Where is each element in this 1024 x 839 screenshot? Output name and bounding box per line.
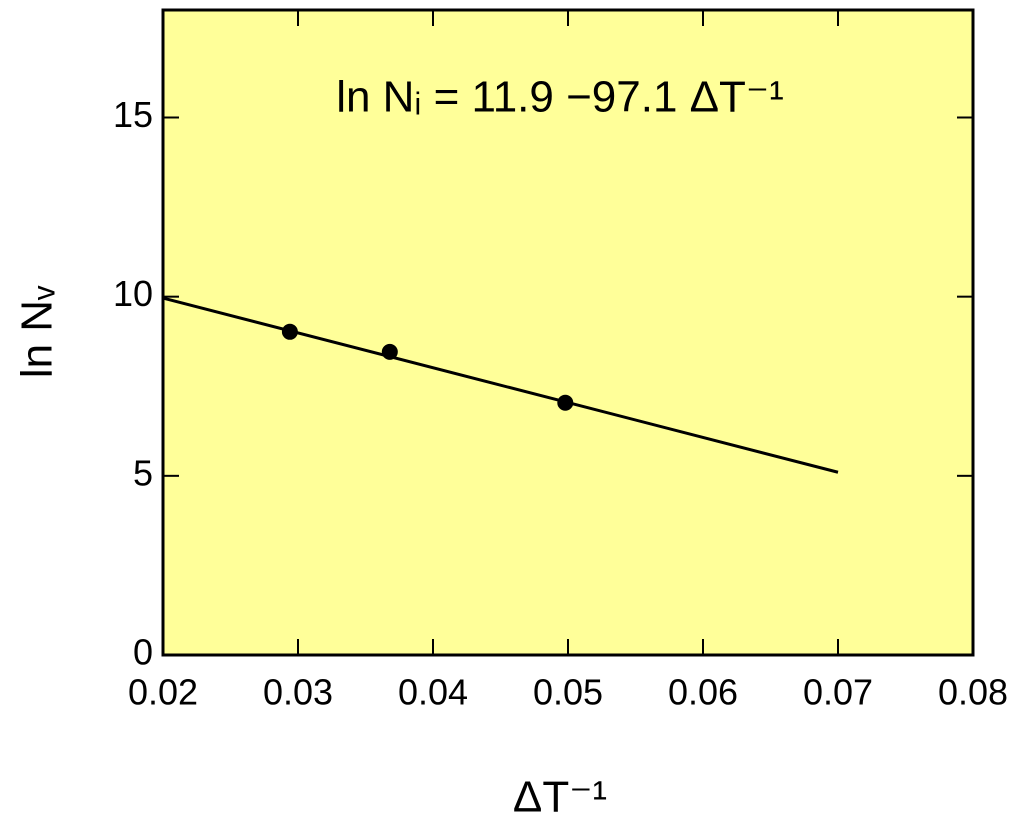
y-tick-label: 15 bbox=[113, 94, 153, 135]
x-tick-label: 0.02 bbox=[128, 672, 198, 713]
x-tick-label: 0.04 bbox=[398, 672, 468, 713]
x-axis-label: ΔT⁻¹ bbox=[513, 773, 607, 822]
annotation: ln Nᵢ = 11.9 −97.1 ΔT⁻¹ bbox=[336, 73, 784, 122]
x-tick-label: 0.06 bbox=[668, 672, 738, 713]
x-tick-label: 0.08 bbox=[938, 672, 1008, 713]
y-tick-label: 0 bbox=[133, 632, 153, 673]
fit-line bbox=[162, 296, 839, 474]
x-tick-label: 0.03 bbox=[263, 672, 333, 713]
y-tick-label: 5 bbox=[133, 452, 153, 493]
x-tick-label: 0.07 bbox=[803, 672, 873, 713]
y-tick-label: 10 bbox=[113, 273, 153, 314]
x-tick-label: 0.05 bbox=[533, 672, 603, 713]
y-axis-label: ln Nᵥ bbox=[13, 285, 62, 378]
